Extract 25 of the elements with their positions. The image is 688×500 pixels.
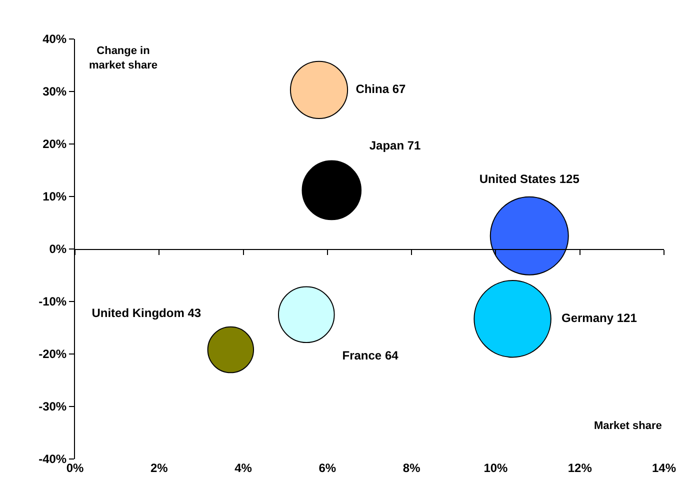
y-axis-title: Change in market share [89, 45, 158, 72]
series-label: United States 125 [479, 172, 580, 186]
series-label: China 67 [356, 82, 406, 96]
y-tick-label: 20% [42, 137, 67, 152]
x-tick-label: 0% [66, 461, 84, 475]
x-tick-label: 14% [652, 461, 676, 475]
series-label: Germany 121 [562, 310, 638, 325]
x-tick-label: 2% [150, 461, 168, 475]
x-tick-label: 4% [234, 461, 252, 475]
y-tick-label: 10% [42, 190, 67, 204]
x-tick-label: 12% [568, 461, 592, 475]
y-tick-label: -20% [38, 347, 67, 362]
x-tick-label: 8% [402, 461, 421, 475]
series-label: France 64 [342, 348, 399, 363]
text: Japan 71 [369, 138, 422, 152]
y-tick-label: 30% [42, 84, 67, 99]
y-tick-label: -40% [38, 452, 67, 466]
series-label: United Kingdom 43 [92, 306, 202, 320]
x-axis-title: Market share [594, 420, 662, 432]
y-tick-label: -30% [38, 400, 67, 414]
x-tick-label: 6% [318, 461, 336, 475]
y-tick-label: 0% [49, 242, 67, 256]
y-tick-label: -10% [38, 294, 67, 309]
y-tick-label: 40% [42, 32, 67, 46]
x-tick-label: 10% [484, 461, 508, 475]
